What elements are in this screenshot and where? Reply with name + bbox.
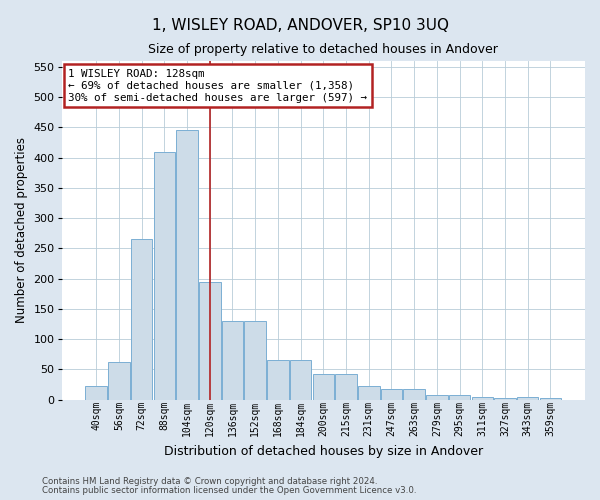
Text: 1, WISLEY ROAD, ANDOVER, SP10 3UQ: 1, WISLEY ROAD, ANDOVER, SP10 3UQ	[151, 18, 449, 32]
Bar	[176, 130, 198, 400]
Bar	[85, 386, 107, 400]
Bar	[108, 362, 130, 400]
Text: Contains public sector information licensed under the Open Government Licence v3: Contains public sector information licen…	[42, 486, 416, 495]
Bar	[335, 374, 357, 400]
Bar	[539, 398, 561, 400]
Text: 1 WISLEY ROAD: 128sqm
← 69% of detached houses are smaller (1,358)
30% of semi-d: 1 WISLEY ROAD: 128sqm ← 69% of detached …	[68, 70, 367, 102]
Bar	[221, 321, 243, 400]
Bar	[426, 394, 448, 400]
Text: Contains HM Land Registry data © Crown copyright and database right 2024.: Contains HM Land Registry data © Crown c…	[42, 477, 377, 486]
X-axis label: Distribution of detached houses by size in Andover: Distribution of detached houses by size …	[164, 444, 483, 458]
Y-axis label: Number of detached properties: Number of detached properties	[15, 137, 28, 323]
Bar	[472, 396, 493, 400]
Bar	[517, 396, 538, 400]
Title: Size of property relative to detached houses in Andover: Size of property relative to detached ho…	[148, 42, 498, 56]
Bar	[199, 282, 221, 400]
Bar	[290, 360, 311, 400]
Bar	[131, 240, 152, 400]
Bar	[267, 360, 289, 400]
Bar	[358, 386, 380, 400]
Bar	[154, 152, 175, 400]
Bar	[244, 321, 266, 400]
Bar	[380, 388, 402, 400]
Bar	[494, 398, 516, 400]
Bar	[449, 396, 470, 400]
Bar	[313, 374, 334, 400]
Bar	[403, 388, 425, 400]
